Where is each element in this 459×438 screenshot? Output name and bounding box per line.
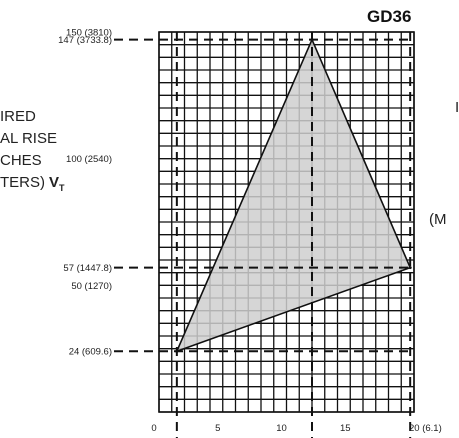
y-tick-label: 24 (609.6) <box>69 347 112 358</box>
y-tick-label: 150 (3810) <box>66 28 112 39</box>
y-tick-label: 57 (1447.8) <box>63 263 112 274</box>
y-tick-label: 147 (3733.8) <box>58 35 112 46</box>
x-tick-label: 20 (6.1) <box>409 423 442 434</box>
left-label-subscript: T <box>59 183 65 193</box>
y-tick-label: 50 (1270) <box>71 281 112 292</box>
reference-lines <box>114 32 414 438</box>
plot-border <box>158 31 415 413</box>
right-label-top: I <box>455 99 459 116</box>
x-tick-label: 5 <box>215 423 220 434</box>
x-tick-label: 10 <box>276 423 287 434</box>
y-tick-label: 100 (2540) <box>66 154 112 165</box>
right-label-mid: (M <box>429 211 447 228</box>
left-label-line-3: CHES <box>0 152 42 169</box>
region-vertex <box>310 38 314 42</box>
region-vertex <box>408 266 412 270</box>
left-label-symbol: V <box>49 174 59 191</box>
x-tick-label: 15 <box>340 423 351 434</box>
axis-ticks: 24 (609.6) 50 (1270) 57 (1447.8) 100 (2540)… <box>58 28 442 435</box>
chart-title: GD36 <box>367 7 411 26</box>
left-label-line-4: TERS) VT <box>0 174 65 193</box>
region-vertex <box>175 349 179 353</box>
shaded-region <box>175 37 412 353</box>
x-tick-label: 0 <box>151 423 156 434</box>
left-label-text: TERS) <box>0 174 45 191</box>
left-label-line-2: AL RISE <box>0 130 57 147</box>
left-label-line-1: IRED <box>0 108 36 125</box>
